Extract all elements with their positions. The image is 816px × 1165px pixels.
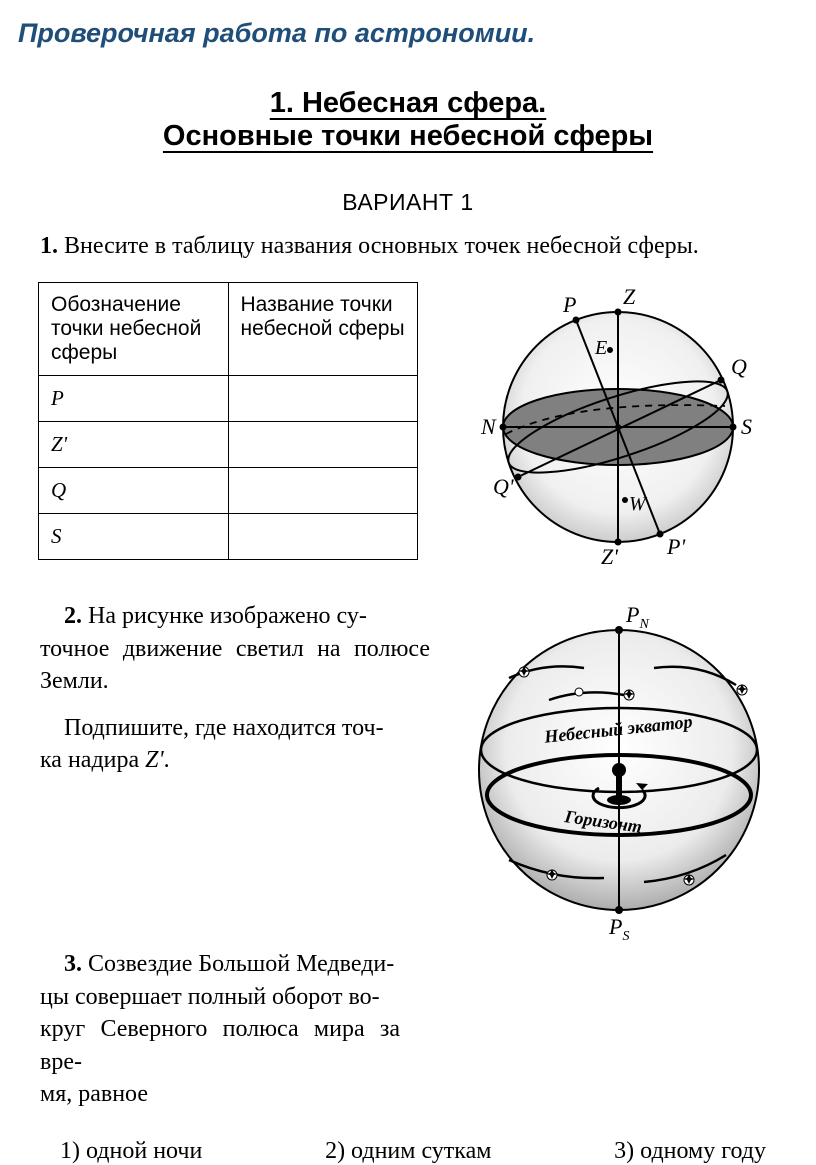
question-1: 1. Внесите в таблицу названия основных т… [0,230,816,262]
table-header-2: Название точки небесной сферы [228,283,418,376]
table-row: P [39,376,418,422]
label-E: E [594,337,607,359]
table-cell-name[interactable] [228,376,418,422]
table-cell-symbol: Z' [39,422,229,468]
heading-line-1: 1. Небесная сфера. [0,87,816,120]
celestial-sphere-diagram: P Z E Q N S Q' W Z' P' [463,282,773,572]
heading-line-2: Основные точки небесной сферы [0,120,816,153]
label-PN: PN [625,602,649,632]
page-title: Проверочная работа по астрономии. [0,0,816,49]
table-cell-name[interactable] [228,422,418,468]
label-S: S [741,414,752,439]
answer-1[interactable]: 1) одной ночи [60,1138,202,1165]
section-heading: 1. Небесная сфера. Основные точки небесн… [0,87,816,153]
label-Q: Q [731,354,747,379]
table-header-1: Обозначение точки небесной сферы [39,283,229,376]
table-cell-symbol: Q [39,468,229,514]
answer-3[interactable]: 3) одному году [614,1138,766,1165]
table-row: Q [39,468,418,514]
answer-2[interactable]: 2) одним суткам [325,1138,491,1165]
label-Z: Z [623,284,636,309]
variant-label: ВАРИАНТ 1 [0,189,816,216]
question-3: 3. Созвездие Большой Медведи- цы соверша… [0,948,400,1110]
label-Zp: Z' [601,544,618,569]
table-row: Z' [39,422,418,468]
label-Qp: Q' [493,474,514,499]
pole-motion-diagram: Небесный экватор Горизонт PN PS [454,600,784,940]
label-PS: PS [608,914,629,940]
label-Pp: P' [666,534,685,559]
q1-text: Внесите в таблицу названия основных точе… [64,233,699,259]
points-table: Обозначение точки небесной сферы Названи… [38,282,418,560]
table-cell-name[interactable] [228,514,418,560]
table-cell-name[interactable] [228,468,418,514]
question-2: 2. На рисунке изображено су-точное движе… [40,600,430,790]
q2-number: 2. [64,603,82,629]
label-N: N [480,414,497,439]
table-row: S [39,514,418,560]
q1-number: 1. [40,233,58,259]
answer-options: 1) одной ночи 2) одним суткам 3) одному … [0,1138,816,1165]
label-P: P [562,292,576,317]
q3-number: 3. [64,951,82,977]
label-W: W [629,493,648,515]
table-cell-symbol: P [39,376,229,422]
table-cell-symbol: S [39,514,229,560]
